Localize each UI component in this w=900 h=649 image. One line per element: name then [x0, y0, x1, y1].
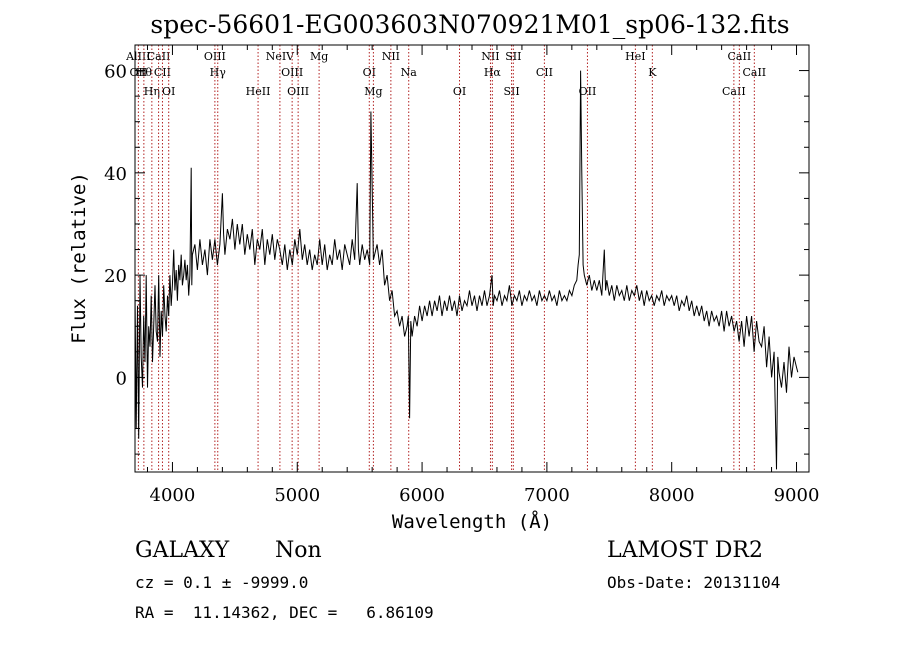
line-marker-label: OIII	[204, 50, 226, 63]
line-marker-label: OIII	[287, 85, 309, 98]
y-tick-label: 0	[116, 368, 127, 389]
line-marker-label: NII	[382, 50, 400, 63]
y-tick-label: 60	[104, 62, 127, 83]
line-marker-label: OII	[579, 85, 597, 98]
survey-name: LAMOST DR2	[607, 538, 763, 563]
redshift-readout: cz = 0.1 ± -9999.0	[135, 573, 309, 592]
line-marker-label: OI	[162, 85, 175, 98]
line-marker-label: SII	[503, 85, 519, 98]
y-tick-label: 40	[104, 164, 127, 185]
object-class: GALAXY	[135, 538, 230, 563]
x-axis-ticks: 4000 5000 6000 7000 8000 9000	[146, 45, 820, 506]
line-marker-label: K	[648, 66, 657, 79]
line-marker-label: NII	[481, 50, 499, 63]
coordinates-readout: RA = 11.14362, DEC = 6.86109	[135, 603, 434, 622]
line-marker-label: CaII	[147, 50, 171, 63]
x-tick-label: 5000	[274, 485, 320, 506]
line-marker-label: Mg	[364, 85, 382, 98]
chart-title: spec-56601-EG003603N070921M01_sp06-132.f…	[150, 10, 789, 39]
observation-date: Obs-Date: 20131104	[607, 573, 781, 592]
x-tick-label: 9000	[774, 485, 820, 506]
x-tick-label: 4000	[150, 485, 196, 506]
x-axis-label: Wavelength (Å)	[392, 510, 552, 533]
x-tick-label: 6000	[399, 485, 445, 506]
line-marker-label: OI	[363, 66, 376, 79]
line-marker-label: Hα	[484, 66, 502, 79]
line-marker-label: Hθ	[136, 66, 153, 79]
line-marker-label: CII	[154, 66, 171, 79]
line-marker-label: Na	[401, 66, 418, 79]
line-marker-label: Mg	[310, 50, 328, 63]
y-axis-ticks: 0 20 40 60	[104, 44, 809, 455]
object-subclass: Non	[275, 538, 322, 563]
line-marker-label: CaII	[728, 50, 752, 63]
line-marker-label: OII	[130, 66, 148, 79]
y-tick-label: 20	[104, 266, 127, 287]
line-marker-label: OIII	[281, 66, 303, 79]
line-marker-label: HeI	[625, 50, 645, 63]
line-marker-label: CaII	[742, 66, 766, 79]
line-marker-label: NeIV	[266, 50, 295, 63]
spectrum-line	[134, 70, 799, 470]
emission-line-markers: AlIIIOIIHθHηCaIICIIOIOIIIHγHeIINeIVOIIIO…	[125, 45, 766, 472]
line-marker-label: CII	[536, 66, 553, 79]
plot-frame	[134, 44, 810, 473]
x-tick-label: 7000	[524, 485, 570, 506]
line-marker-label: Hη	[144, 85, 160, 98]
x-tick-label: 8000	[649, 485, 695, 506]
line-marker-label: CaII	[722, 85, 746, 98]
line-marker-label: HeII	[246, 85, 271, 98]
y-axis-label: Flux (relative)	[68, 172, 90, 344]
line-marker-label: SII	[505, 50, 521, 63]
line-marker-label: Hγ	[210, 66, 227, 79]
line-marker-label: OI	[453, 85, 466, 98]
